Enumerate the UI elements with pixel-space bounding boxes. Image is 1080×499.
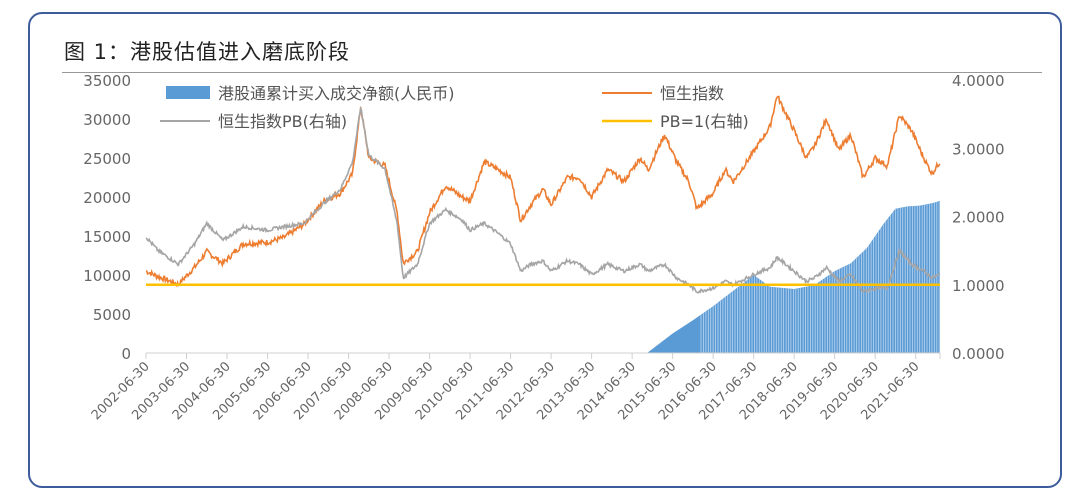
legend-swatch-southbound <box>166 86 210 99</box>
southbound-bars <box>647 200 940 353</box>
right-y-tick-label: 1.0000 <box>952 277 1005 295</box>
title-divider <box>62 72 1042 73</box>
left-y-tick-label: 25000 <box>83 150 131 168</box>
figure-frame <box>28 12 1062 488</box>
left-y-tick-label: 20000 <box>83 189 131 207</box>
left-y-tick-label: 0 <box>121 345 131 363</box>
left-y-tick-label: 35000 <box>83 72 131 90</box>
right-y-tick-label: 4.0000 <box>952 72 1005 90</box>
left-y-tick-label: 15000 <box>83 228 131 246</box>
left-y-tick-label: 10000 <box>83 267 131 285</box>
right-y-tick-label: 3.0000 <box>952 140 1005 158</box>
chart-title: 图 1：港股估值进入磨底阶段 <box>64 40 351 64</box>
legend-label-hsi: 恒生指数 <box>660 84 724 103</box>
series-line-pb <box>145 105 941 294</box>
series-line-hsi <box>145 95 941 288</box>
legend-label-pb1: PB=1(右轴) <box>660 112 749 131</box>
legend-label-pb: 恒生指数PB(右轴) <box>218 112 347 131</box>
left-y-tick-label: 5000 <box>93 306 131 324</box>
left-y-tick-label: 30000 <box>83 111 131 129</box>
right-y-tick-label: 0.0000 <box>952 345 1005 363</box>
legend: 港股通累计买入成交净额(人民币) 恒生指数 恒生指数PB(右轴) PB=1(右轴… <box>160 84 749 131</box>
legend-label-southbound: 港股通累计买入成交净额(人民币) <box>218 84 455 103</box>
right-y-tick-label: 2.0000 <box>952 209 1005 227</box>
